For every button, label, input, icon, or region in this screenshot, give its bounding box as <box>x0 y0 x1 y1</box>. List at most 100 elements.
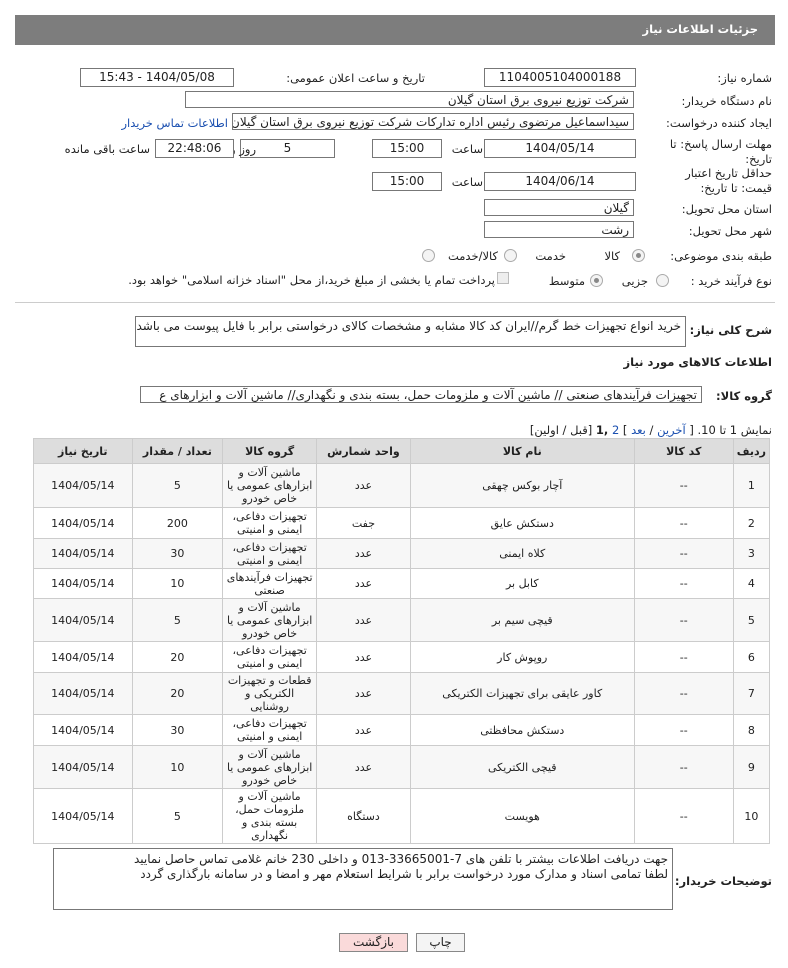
table-cell: تجهیزات دفاعی، ایمنی و امنیتی <box>222 641 318 673</box>
textarea: خرید انواع تجهیزات خط گرم//ایران کد کالا… <box>135 316 686 347</box>
field: 15:00 <box>372 172 442 191</box>
table-cell: دستکش محافظتی <box>409 714 635 746</box>
header-title: جزئیات اطلاعات نیاز <box>642 22 758 36</box>
label: شرح کلی نیاز: <box>689 323 772 337</box>
table-cell: 1404/05/14 <box>33 672 133 715</box>
table-cell: آچار بوکس چهقی <box>409 463 635 508</box>
table-row: 7 -- کاور عایقی برای تجهیزات الکتریکی عدد قط… <box>33 672 771 715</box>
table-cell: 1404/05/14 <box>33 788 133 844</box>
table-cell: 5 <box>131 463 224 508</box>
checkbox[interactable] <box>497 272 509 284</box>
table-row: 1 -- آچار بوکس چهقی عدد ماشین آلات و ابزارها… <box>33 463 771 508</box>
field: 1104005104000188 <box>484 68 636 87</box>
table-cell: 10 <box>131 568 224 599</box>
radio-label: جزیی <box>621 274 648 288</box>
label: نام دستگاه خریدار: <box>681 94 772 108</box>
label: شهر محل تحویل: <box>688 224 772 238</box>
radio[interactable] <box>656 274 669 287</box>
label: روز و <box>230 142 256 156</box>
table-row: 4 -- کابل بر عدد تجهیزات فرآیندهای صنعتی 10 14… <box>33 568 771 599</box>
table-row: 2 -- دستکش عایق جفت تجهیزات دفاعی، ایمنی و ا… <box>33 507 771 539</box>
table-row: 10 -- هویست دستگاه ماشین آلات و ملزومات حمل،… <box>33 788 771 844</box>
column-header: تاریخ نیاز <box>33 438 133 464</box>
table-cell: جفت <box>316 507 411 539</box>
table-cell: عدد <box>316 714 411 746</box>
table-cell: 1404/05/14 <box>33 598 133 642</box>
table-cell: 20 <box>131 641 224 673</box>
table-cell: 1404/05/14 <box>33 463 133 508</box>
table-cell: 1404/05/14 <box>33 538 133 569</box>
textarea: جهت دریافت اطلاعات بیشتر با تلفن های 7-3… <box>53 848 673 910</box>
field: 1404/05/08 - 15:43 <box>80 68 234 87</box>
table-cell: عدد <box>316 745 411 789</box>
table-cell: تجهیزات دفاعی، ایمنی و امنیتی <box>222 538 318 569</box>
radio[interactable] <box>590 274 603 287</box>
field: 22:48:06 <box>155 139 234 158</box>
page-link[interactable]: بعد <box>631 423 646 437</box>
page-link[interactable]: 2 <box>611 423 620 437</box>
table-cell: 30 <box>131 714 224 746</box>
radio-label: خدمت <box>535 249 566 263</box>
table-cell: دستگاه <box>316 788 411 844</box>
table-cell: قطعات و تجهیزات الکتریکی و روشنایی <box>222 672 318 715</box>
page-link[interactable]: آخرین <box>657 423 686 437</box>
table-cell: -- <box>633 745 734 789</box>
table-cell: -- <box>633 714 734 746</box>
divider <box>15 302 775 303</box>
field: شرکت توزیع نیروی برق استان گیلان <box>185 91 634 108</box>
table-cell: 200 <box>131 507 224 539</box>
table-cell: 30 <box>131 538 224 569</box>
back-button[interactable]: بازگشت <box>339 933 408 952</box>
table-cell: ماشین آلات و ابزارهای عمومی یا خاص خودرو <box>222 745 318 789</box>
table-cell: کاور عایقی برای تجهیزات الکتریکی <box>409 672 635 715</box>
column-header: گروه کالا <box>222 438 318 464</box>
header-bar <box>15 15 775 45</box>
table-row: 3 -- کلاه ایمنی عدد تجهیزات دفاعی، ایمنی و ا… <box>33 538 771 569</box>
table-cell: 2 <box>732 507 771 539</box>
table-cell: -- <box>633 598 734 642</box>
table-cell: کابل بر <box>409 568 635 599</box>
field: سیداسماعیل مرتضوی رئیس اداره تدارکات شرک… <box>232 113 634 130</box>
table-cell: 10 <box>732 788 771 844</box>
table-cell: -- <box>633 641 734 673</box>
table-cell: قیچی سیم بر <box>409 598 635 642</box>
label: توضیحات خریدار: <box>674 874 772 888</box>
table-cell: -- <box>633 463 734 508</box>
column-header: تعداد / مقدار <box>131 438 224 464</box>
radio[interactable] <box>504 249 517 262</box>
page-text: / <box>649 423 654 437</box>
checkbox-label: پرداخت تمام یا بخشی از مبلغ خرید،از محل … <box>128 273 495 287</box>
table-cell: 1 <box>732 463 771 508</box>
table-cell: هویست <box>409 788 635 844</box>
table-cell: 5 <box>732 598 771 642</box>
column-header: کد کالا <box>633 438 734 464</box>
table-cell: تجهیزات دفاعی، ایمنی و امنیتی <box>222 507 318 539</box>
table-cell: 3 <box>732 538 771 569</box>
column-header: ردیف <box>732 438 771 464</box>
table-cell: ماشین آلات و ابزارهای عمومی یا خاص خودرو <box>222 598 318 642</box>
table-cell: کلاه ایمنی <box>409 538 635 569</box>
table-cell: دستکش عایق <box>409 507 635 539</box>
radio-label: کالا <box>604 249 620 263</box>
radio[interactable] <box>422 249 435 262</box>
field: گیلان <box>484 199 634 216</box>
label: مهلت ارسال پاسخ: تا تاریخ: <box>669 137 772 166</box>
page-text: [قبل / اولین] <box>529 423 593 437</box>
radio-label: متوسط <box>548 274 585 288</box>
radio[interactable] <box>632 249 645 262</box>
print-button[interactable]: چاپ <box>416 933 465 952</box>
contact-link[interactable]: اطلاعات تماس خریدار <box>121 116 228 130</box>
table-cell: 8 <box>732 714 771 746</box>
goods-table: ردیف کد کالا نام کالا واحد شمارش گروه کالا تع… <box>33 438 771 844</box>
table-cell: عدد <box>316 598 411 642</box>
table-cell: 5 <box>131 788 224 844</box>
table-row: 5 -- قیچی سیم بر عدد ماشین آلات و ابزارهای ع… <box>33 598 771 642</box>
table-cell: 7 <box>732 672 771 715</box>
page-text: ,1 <box>595 423 609 437</box>
table-cell: 6 <box>732 641 771 673</box>
section-title: اطلاعات کالاهای مورد نیاز <box>623 355 772 369</box>
label: گروه کالا: <box>716 389 772 403</box>
label: تاریخ و ساعت اعلان عمومی: <box>286 71 425 85</box>
table-cell: 1404/05/14 <box>33 568 133 599</box>
label: ایجاد کننده درخواست: <box>666 116 772 130</box>
